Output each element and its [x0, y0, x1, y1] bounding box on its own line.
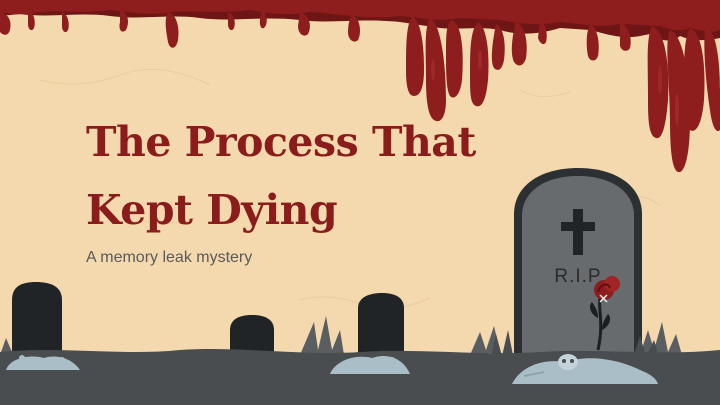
- bone-pile-middle: [330, 355, 410, 374]
- slide-subtitle: A memory leak mystery: [86, 249, 253, 266]
- small-tombstone-left: [12, 282, 62, 360]
- bone-pile-left: [6, 355, 80, 370]
- paper-texture: [39, 68, 661, 310]
- slide-title-line-2: Kept Dying: [86, 186, 338, 234]
- small-tombstone-right: [358, 293, 404, 362]
- small-tombstone-middle: [230, 315, 274, 360]
- slide-title-line-1: The Process That: [86, 118, 476, 166]
- cross-icon: [561, 209, 595, 255]
- grass-back: [0, 316, 682, 355]
- blood-drips: [0, 0, 720, 173]
- tombstone-text: R.I.P: [554, 266, 601, 287]
- slide-title: The Process That Kept Dying: [86, 108, 546, 244]
- large-tombstone: R.I.P: [514, 168, 642, 378]
- skull-icon: [558, 354, 578, 370]
- rose-icon: [590, 276, 620, 351]
- bone-pile-right: [512, 358, 658, 384]
